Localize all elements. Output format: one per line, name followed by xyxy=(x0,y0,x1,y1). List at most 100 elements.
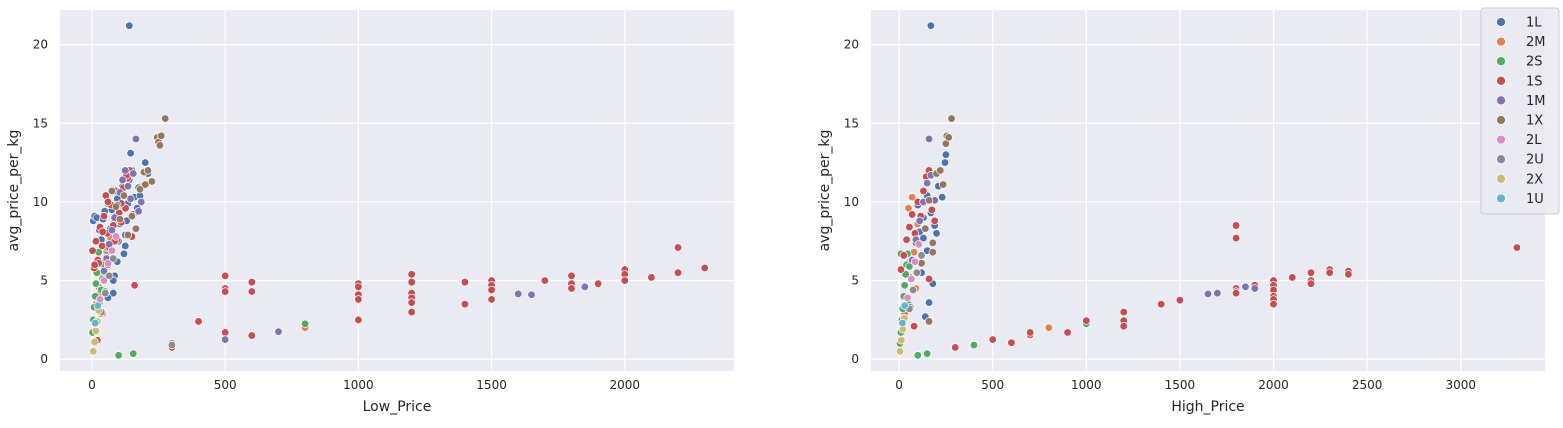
y-tick-label: 10 xyxy=(844,195,859,209)
data-point-1X xyxy=(157,131,166,140)
data-point-1U xyxy=(900,301,909,310)
data-point-2S xyxy=(300,319,310,328)
data-point-1S xyxy=(930,216,939,225)
y-tick-label: 10 xyxy=(33,195,48,209)
data-point-1X xyxy=(141,180,150,189)
data-point-1M xyxy=(1250,284,1259,293)
data-point-1U xyxy=(91,318,100,328)
data-point-1X xyxy=(107,186,117,196)
data-point-2L xyxy=(103,259,113,268)
data-point-1S xyxy=(1231,233,1241,243)
data-point-1S xyxy=(247,277,256,287)
data-point-1L xyxy=(109,288,118,298)
legend-label: 2U xyxy=(1526,153,1544,168)
data-point-1M xyxy=(129,169,138,178)
x-tick-label: 3000 xyxy=(1445,378,1476,392)
data-point-1M xyxy=(118,175,127,185)
legend-marker xyxy=(1496,36,1506,47)
data-point-1X xyxy=(947,114,956,123)
x-tick-label: 2000 xyxy=(610,378,641,392)
data-point-1M xyxy=(123,182,133,191)
data-point-1S xyxy=(90,260,99,269)
data-point-1M xyxy=(99,266,109,276)
data-point-1X xyxy=(155,141,165,150)
data-point-2L xyxy=(107,246,117,255)
data-point-1S xyxy=(354,315,363,325)
data-point-2S xyxy=(969,340,979,350)
y-tick-label: 5 xyxy=(40,274,48,288)
data-point-1S xyxy=(1157,299,1166,309)
data-point-1S xyxy=(951,343,960,352)
data-point-1S xyxy=(1063,328,1072,337)
data-point-1X xyxy=(928,248,937,257)
data-point-1M xyxy=(221,335,230,344)
data-point-2S xyxy=(900,281,909,290)
data-point-1S xyxy=(988,335,997,344)
data-point-1S xyxy=(487,295,496,304)
data-point-1S xyxy=(700,263,709,273)
data-point-2L xyxy=(907,274,916,284)
x-tick-label: 1000 xyxy=(1071,378,1102,392)
data-point-2U xyxy=(105,271,114,280)
data-point-1M xyxy=(1203,289,1213,299)
data-point-1S xyxy=(1082,316,1091,325)
data-point-1S xyxy=(354,282,363,291)
data-point-2U xyxy=(917,251,926,260)
data-point-1S xyxy=(673,243,683,252)
data-point-1X xyxy=(928,238,937,247)
data-point-1X xyxy=(161,114,170,123)
data-point-1S xyxy=(98,227,107,236)
x-tick-label: 500 xyxy=(214,378,237,392)
data-point-1S xyxy=(194,317,203,326)
data-point-1M xyxy=(924,134,934,144)
y-tick-label: 0 xyxy=(40,352,48,366)
data-point-1S xyxy=(407,277,416,287)
data-point-1X xyxy=(936,166,945,175)
data-point-1S xyxy=(567,271,576,280)
data-point-1S xyxy=(1119,307,1128,317)
x-tick-label: 1500 xyxy=(476,378,507,392)
data-point-2X xyxy=(89,347,98,356)
data-point-1M xyxy=(915,216,924,225)
y-tick-label: 20 xyxy=(844,38,859,52)
data-point-1S xyxy=(91,237,101,246)
data-point-1S xyxy=(593,279,603,288)
data-point-1S xyxy=(905,222,914,232)
data-point-1X xyxy=(938,180,948,189)
data-point-1S xyxy=(407,307,416,317)
legend-box xyxy=(1480,7,1560,215)
x-tick-label: 0 xyxy=(88,378,96,392)
data-point-1S xyxy=(103,197,113,207)
data-point-2U xyxy=(908,285,918,295)
legend-label: 2X xyxy=(1526,172,1543,187)
y-tick-label: 15 xyxy=(33,116,48,130)
data-point-1S xyxy=(1288,273,1297,282)
data-point-1X xyxy=(147,177,157,186)
data-point-1M xyxy=(137,197,146,207)
data-point-1S xyxy=(407,270,416,279)
data-point-1M xyxy=(1241,282,1250,291)
data-point-1S xyxy=(247,287,256,296)
data-point-1S xyxy=(909,322,919,331)
legend-label: 1S xyxy=(1526,74,1543,89)
legend-marker xyxy=(1496,17,1506,27)
data-point-2M xyxy=(908,193,917,202)
data-point-1S xyxy=(927,205,936,214)
data-point-1M xyxy=(580,282,589,291)
data-point-1X xyxy=(143,166,153,175)
data-point-2X xyxy=(895,347,905,356)
data-point-1S xyxy=(221,328,230,337)
legend-marker xyxy=(1496,56,1506,67)
data-point-1S xyxy=(919,186,928,196)
data-point-1L xyxy=(919,233,928,243)
data-point-1X xyxy=(127,211,137,221)
data-point-1S xyxy=(1269,299,1278,309)
data-point-1M xyxy=(527,290,536,299)
data-point-1L xyxy=(924,298,934,307)
data-point-2L xyxy=(903,293,912,303)
data-point-1L xyxy=(932,229,941,238)
data-point-1X xyxy=(115,215,125,224)
left-plot-area xyxy=(60,10,734,371)
data-point-2L xyxy=(111,232,121,241)
